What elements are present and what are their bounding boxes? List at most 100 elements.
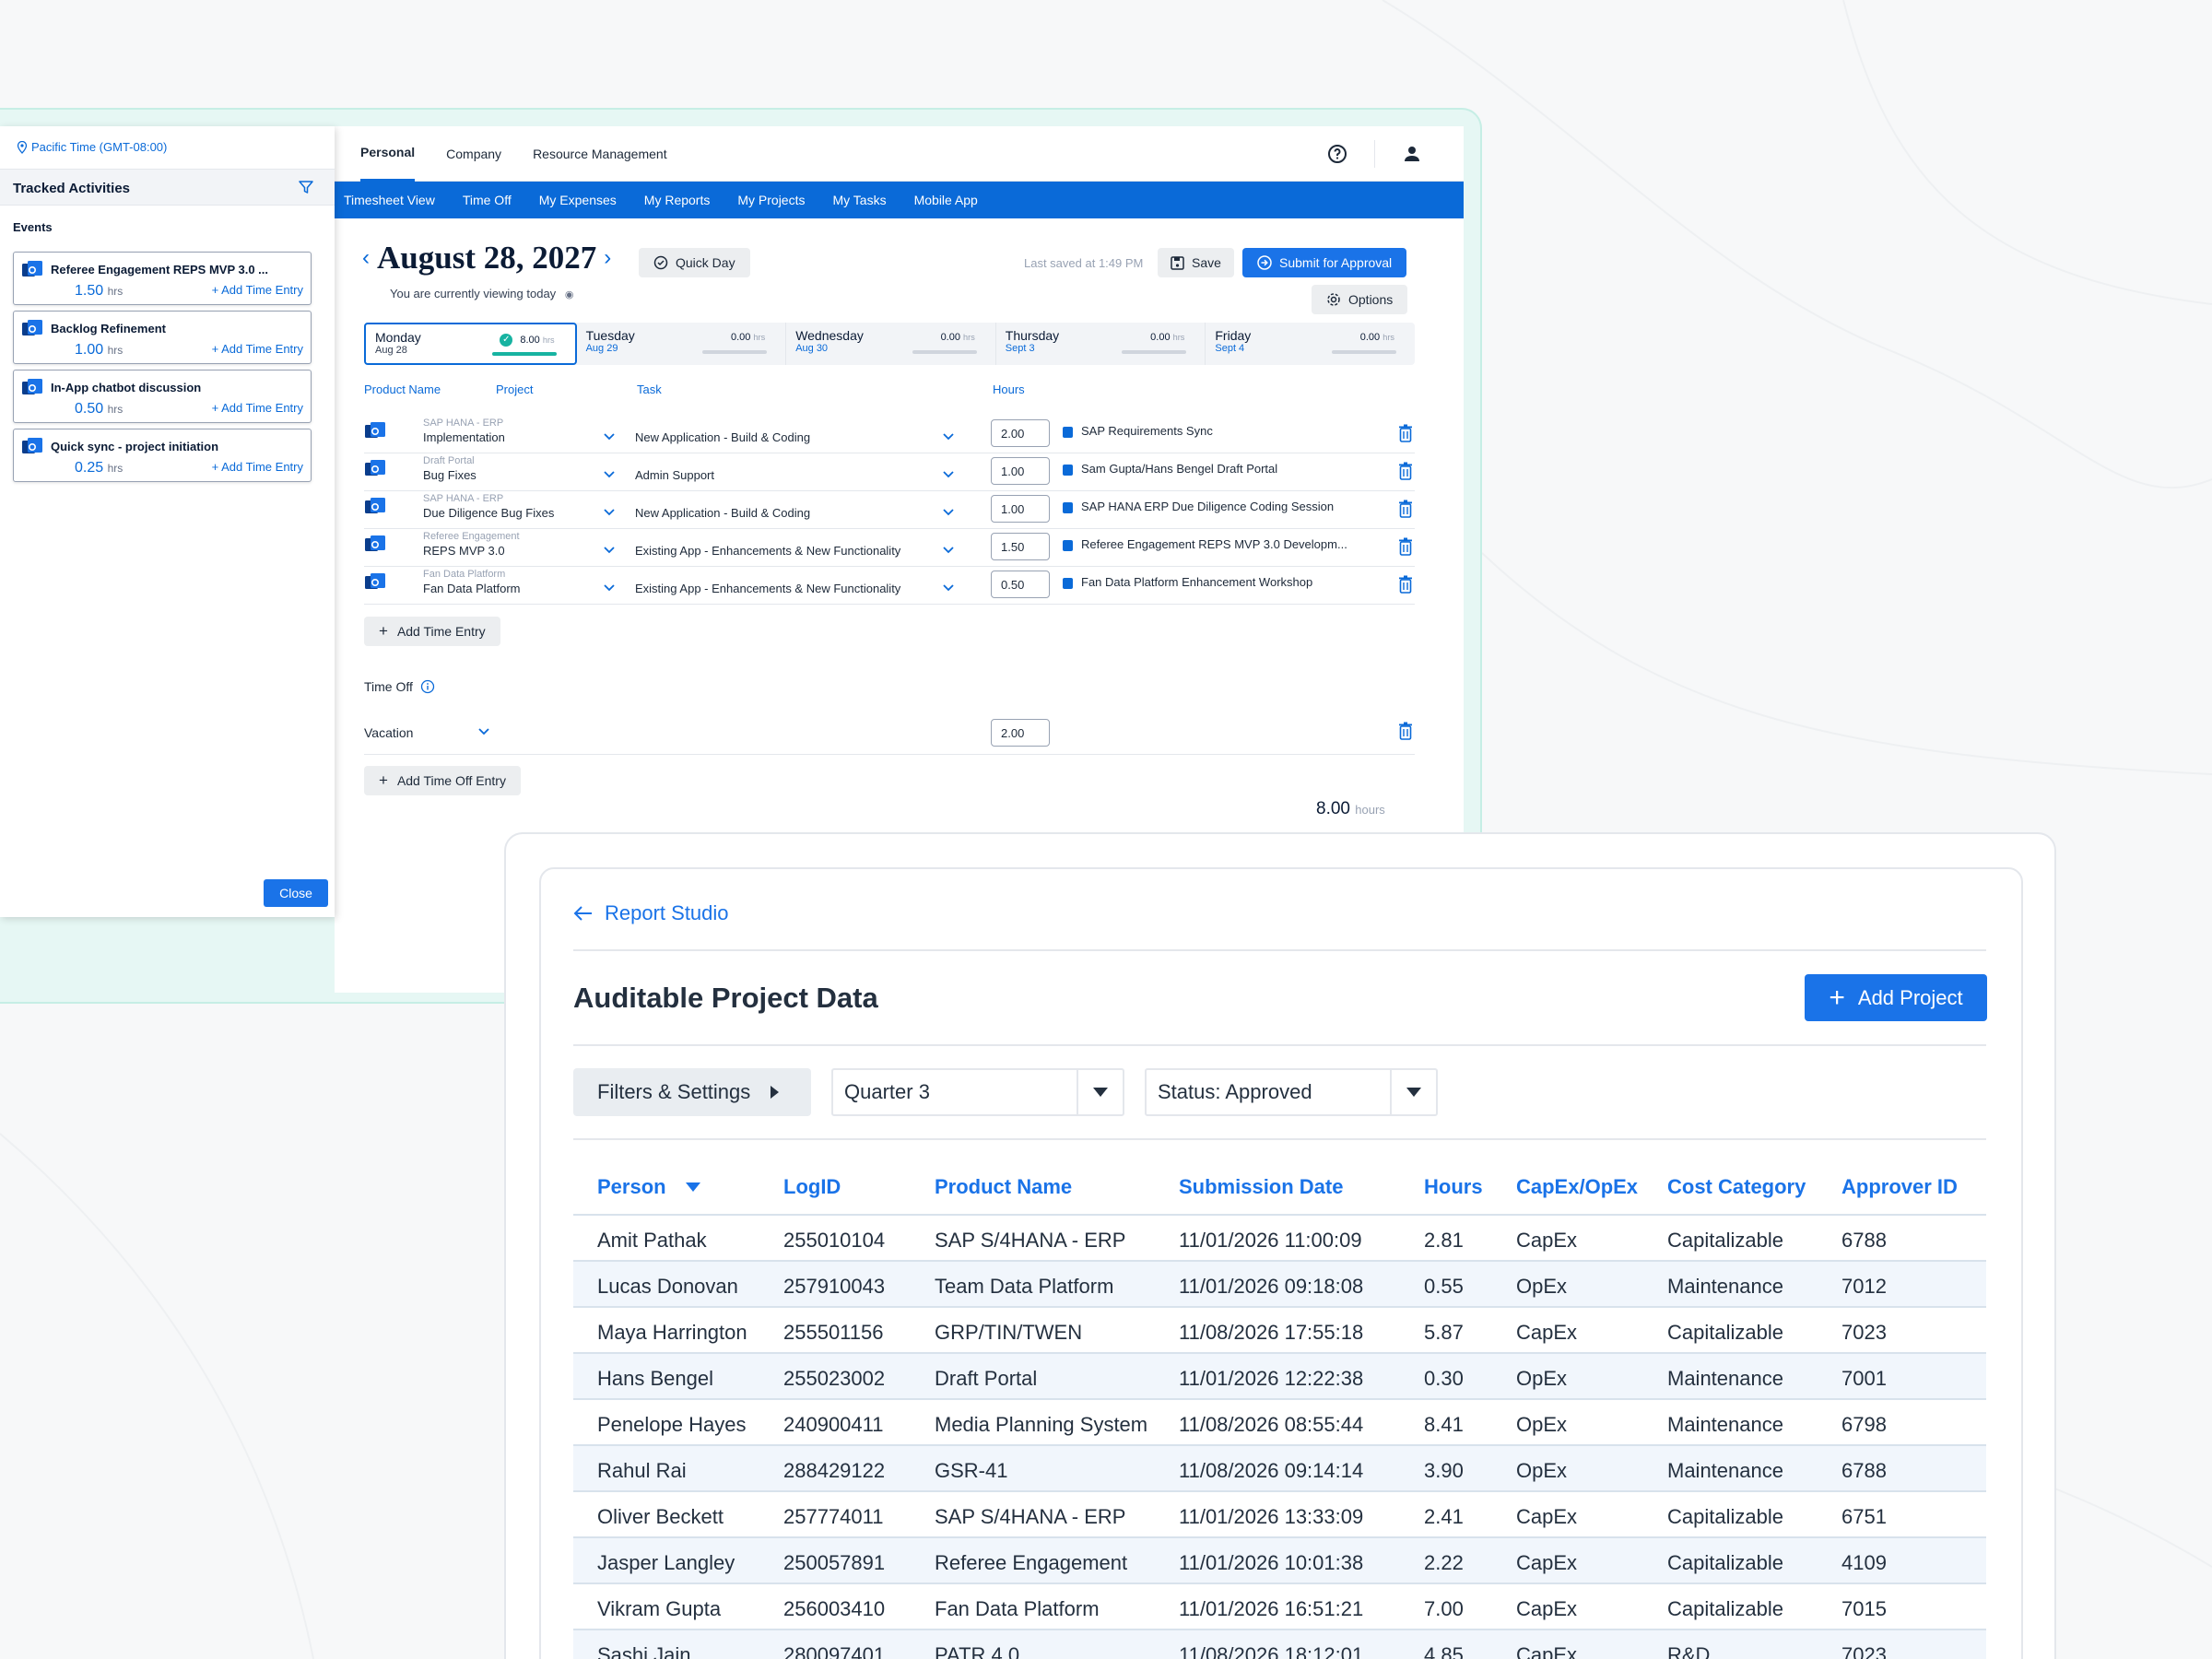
chevron-down-icon[interactable]	[602, 580, 617, 597]
day-tuesday[interactable]: Tuesday Aug 29 0.00 hrs	[577, 323, 787, 365]
help-icon[interactable]	[1323, 139, 1352, 169]
project-name[interactable]: Bug Fixes	[423, 468, 477, 482]
chevron-down-icon[interactable]	[941, 429, 956, 446]
day-friday[interactable]: Friday Sept 4 0.00 hrs	[1206, 323, 1415, 365]
hours-input[interactable]: 1.50	[991, 533, 1050, 560]
chevron-down-icon[interactable]	[941, 504, 956, 522]
close-button[interactable]: Close	[264, 879, 328, 907]
subtab-mobile-app[interactable]: Mobile App	[913, 193, 978, 207]
column-header-person[interactable]: Person	[597, 1175, 701, 1199]
timezone[interactable]: Pacific Time (GMT-08:00)	[17, 140, 167, 154]
chevron-down-icon[interactable]	[941, 466, 956, 484]
chevron-down-icon[interactable]	[602, 542, 617, 559]
add-time-entry-button[interactable]: + Add Time Entry	[364, 617, 500, 646]
chevron-down-icon[interactable]	[602, 429, 617, 446]
task-name[interactable]: New Application - Build & Coding	[635, 506, 811, 520]
day-monday[interactable]: Monday Aug 28 ✓ 8.00 hrs	[364, 323, 577, 365]
tab-resource-management[interactable]: Resource Management	[533, 146, 667, 161]
submit-for-approval-button[interactable]: Submit for Approval	[1242, 248, 1407, 277]
add-project-button[interactable]: + Add Project	[1805, 974, 1987, 1021]
task-name[interactable]: Admin Support	[635, 468, 714, 482]
day-thursday[interactable]: Thursday Sept 3 0.00 hrs	[996, 323, 1206, 365]
trash-icon[interactable]	[1398, 424, 1413, 445]
add-time-entry-link[interactable]: + Add Time Entry	[212, 342, 303, 356]
table-row[interactable]: Penelope Hayes 240900411 Media Planning Sy…	[573, 1398, 1986, 1444]
subtab-my-projects[interactable]: My Projects	[737, 193, 806, 207]
event-card[interactable]: Backlog Refinement 1.00 hrs + Add Time Ent…	[13, 311, 312, 364]
add-time-off-entry-button[interactable]: + Add Time Off Entry	[364, 766, 521, 795]
options-button[interactable]: Options	[1312, 285, 1408, 314]
table-row[interactable]: Sashi Jain 280097401 PATR 4.0 11/08/2026 18…	[573, 1629, 1986, 1659]
add-time-entry-link[interactable]: + Add Time Entry	[212, 283, 303, 297]
subtab-my-expenses[interactable]: My Expenses	[538, 193, 617, 207]
user-icon[interactable]	[1397, 139, 1427, 169]
table-row[interactable]: Vikram Gupta 256003410 Fan Data Platform 11…	[573, 1583, 1986, 1629]
column-header-logid[interactable]: LogID	[783, 1175, 841, 1198]
table-row[interactable]: Jasper Langley 250057891 Referee Engagemen…	[573, 1536, 1986, 1583]
table-row[interactable]: Rahul Rai 288429122 GSR-41 11/08/2026 09:14…	[573, 1444, 1986, 1490]
table-row[interactable]: Hans Bengel 255023002 Draft Portal 11/01/20…	[573, 1352, 1986, 1398]
task-name[interactable]: Existing App - Enhancements & New Functi…	[635, 544, 901, 558]
task-name[interactable]: Existing App - Enhancements & New Functi…	[635, 582, 901, 595]
table-row[interactable]: Maya Harrington 255501156 GRP/TIN/TWEN 11/0…	[573, 1306, 1986, 1352]
day-wednesday[interactable]: Wednesday Aug 30 0.00 hrs	[786, 323, 996, 365]
add-time-entry-link[interactable]: + Add Time Entry	[212, 401, 303, 415]
hours-input[interactable]: 2.00	[991, 419, 1050, 447]
status-select[interactable]: Status: Approved	[1145, 1068, 1438, 1116]
event-card[interactable]: In-App chatbot discussion 0.50 hrs + Add T…	[13, 370, 312, 423]
cell-capex-opex: OpEx	[1516, 1459, 1568, 1482]
hours-input[interactable]: 1.00	[991, 457, 1050, 485]
project-name[interactable]: Fan Data Platform	[423, 582, 521, 595]
filter-icon[interactable]	[298, 179, 314, 195]
quick-day-button[interactable]: Quick Day	[639, 248, 750, 277]
project-name[interactable]: Due Diligence Bug Fixes	[423, 506, 555, 520]
trash-icon[interactable]	[1398, 575, 1413, 596]
column-header-submission-date[interactable]: Submission Date	[1179, 1175, 1344, 1198]
chevron-left-icon[interactable]: ‹	[362, 245, 370, 270]
subtab-timesheet-view[interactable]: Timesheet View	[344, 193, 435, 207]
trash-icon[interactable]	[1398, 537, 1413, 559]
trash-icon[interactable]	[1398, 722, 1413, 740]
project-name[interactable]: REPS MVP 3.0	[423, 544, 505, 558]
info-icon[interactable]	[420, 679, 435, 694]
report-studio-back-link[interactable]: Report Studio	[573, 901, 729, 925]
cell-capex-opex: CapEx	[1516, 1505, 1578, 1528]
caret-down-icon[interactable]	[1077, 1070, 1123, 1114]
add-time-entry-link[interactable]: + Add Time Entry	[212, 460, 303, 474]
subtab-my-reports[interactable]: My Reports	[643, 193, 711, 207]
filters-settings-button[interactable]: Filters & Settings	[573, 1068, 811, 1116]
project-name[interactable]: Implementation	[423, 430, 505, 444]
time-off-type[interactable]: Vacation	[364, 725, 414, 740]
hours-input[interactable]: 1.00	[991, 495, 1050, 523]
chevron-down-icon[interactable]	[602, 504, 617, 522]
table-row[interactable]: Oliver Beckett 257774011 SAP S/4HANA - ERP…	[573, 1490, 1986, 1536]
chevron-down-icon[interactable]	[602, 466, 617, 484]
save-button[interactable]: Save	[1158, 248, 1234, 277]
subtab-my-tasks[interactable]: My Tasks	[832, 193, 887, 207]
column-header-approver-id[interactable]: Approver ID	[1841, 1175, 1958, 1198]
event-card[interactable]: Referee Engagement REPS MVP 3.0 ... 1.50 …	[13, 252, 312, 305]
subtab-time-off[interactable]: Time Off	[462, 193, 512, 207]
column-header-capex-opex[interactable]: CapEx/OpEx	[1516, 1175, 1639, 1198]
tab-company[interactable]: Company	[446, 146, 502, 161]
trash-icon[interactable]	[1398, 500, 1413, 521]
sort-down-icon[interactable]	[685, 1182, 701, 1193]
tab-personal[interactable]: Personal	[360, 126, 416, 182]
hours-input[interactable]: 0.50	[991, 571, 1050, 598]
cell-approver-id: 6798	[1841, 1413, 1887, 1436]
quarter-select[interactable]: Quarter 3	[831, 1068, 1124, 1116]
caret-down-icon[interactable]	[1390, 1070, 1436, 1114]
chevron-down-icon[interactable]	[941, 580, 956, 597]
chevron-down-icon[interactable]	[477, 724, 491, 738]
event-card[interactable]: Quick sync - project initiation 0.25 hrs +…	[13, 429, 312, 482]
trash-icon[interactable]	[1398, 462, 1413, 483]
column-header-hours[interactable]: Hours	[1424, 1175, 1483, 1198]
chevron-down-icon[interactable]	[941, 542, 956, 559]
column-header-product-name[interactable]: Product Name	[935, 1175, 1073, 1198]
task-name[interactable]: New Application - Build & Coding	[635, 430, 811, 444]
table-row[interactable]: Lucas Donovan 257910043 Team Data Platform…	[573, 1260, 1986, 1306]
chevron-right-icon[interactable]: ›	[604, 245, 612, 270]
time-off-hours-input[interactable]: 2.00	[991, 719, 1050, 747]
table-row[interactable]: Amit Pathak 255010104 SAP S/4HANA - ERP 11/…	[573, 1214, 1986, 1260]
column-header-cost-category[interactable]: Cost Category	[1667, 1175, 1806, 1198]
